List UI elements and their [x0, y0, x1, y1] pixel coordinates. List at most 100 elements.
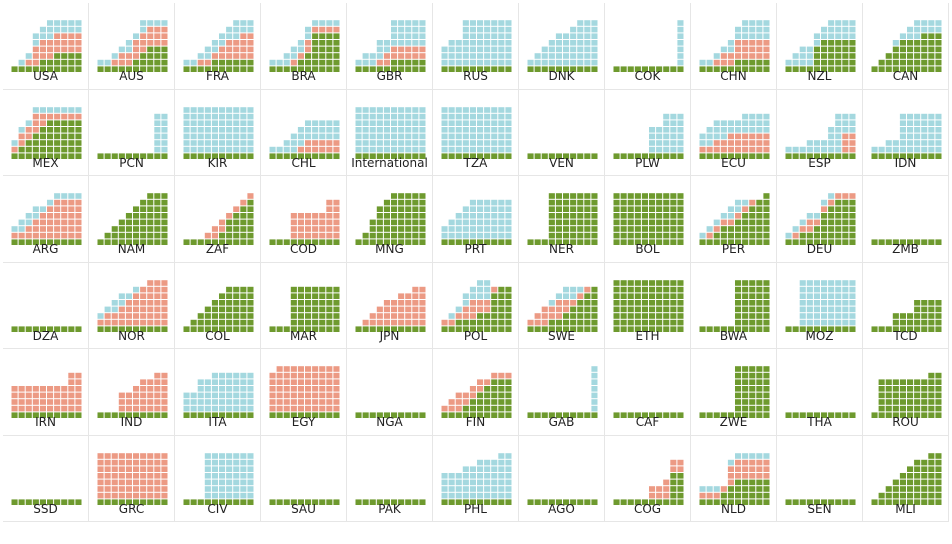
waffle-cell [305, 46, 312, 53]
panel-label: DZA [32, 328, 59, 343]
waffle-cell [921, 492, 928, 498]
waffle-cell [469, 232, 476, 239]
waffle-cell [383, 199, 390, 206]
waffle-cell [720, 213, 727, 219]
waffle-cell [391, 119, 398, 126]
waffle-cell [749, 126, 756, 133]
waffle-cell [649, 279, 656, 286]
waffle-cell [290, 152, 297, 159]
waffle-cell [32, 46, 39, 53]
waffle-cell [763, 193, 770, 199]
waffle-cell [61, 405, 68, 412]
waffle-cell [305, 386, 312, 392]
waffle-cell [663, 146, 670, 152]
waffle-cell [563, 46, 570, 53]
waffle-cell [140, 213, 147, 219]
waffle-cell [161, 372, 168, 379]
waffle-cell [591, 412, 598, 418]
waffle-cell [319, 146, 326, 152]
waffle-cell [233, 485, 240, 492]
waffle-cell [505, 133, 512, 139]
waffle-cell [742, 392, 749, 399]
waffle-cell [899, 119, 906, 126]
waffle-cell [441, 232, 448, 239]
waffle-cell [412, 46, 419, 53]
waffle-cell [147, 193, 154, 199]
waffle-cell [649, 239, 656, 245]
waffle-cell [183, 139, 190, 146]
waffle-cell [591, 26, 598, 33]
waffle-svg [355, 20, 426, 72]
waffle-cell [391, 139, 398, 146]
waffle-cell [369, 106, 376, 113]
waffle-cell [835, 213, 842, 219]
waffle-cell [362, 152, 369, 159]
waffle-cell [147, 199, 154, 206]
panel-label: IDN [894, 155, 917, 170]
waffle-cell [25, 498, 32, 505]
waffle-cell [111, 492, 118, 498]
waffle-cell [541, 412, 548, 418]
waffle-cell [763, 485, 770, 492]
waffle-cell [849, 312, 856, 319]
waffle-cell [584, 53, 591, 59]
waffle-cell [735, 146, 742, 152]
waffle-cell [441, 113, 448, 119]
waffle-cell [161, 239, 168, 245]
waffle-cell [290, 139, 297, 146]
waffle-cell [498, 146, 505, 152]
panel-label: MAR [290, 328, 317, 343]
waffle-cell [333, 199, 340, 206]
waffle-cell [555, 412, 562, 418]
waffle-cell [140, 226, 147, 232]
waffle-cell [247, 106, 254, 113]
waffle-cell [484, 20, 491, 26]
waffle-cell [233, 59, 240, 66]
waffle-cell [835, 40, 842, 46]
waffle-cell [469, 465, 476, 472]
waffle-cell [806, 232, 813, 239]
waffle-cell [849, 20, 856, 26]
waffle-cell [677, 206, 684, 212]
waffle-cell [627, 319, 634, 325]
waffle-cell [154, 279, 161, 286]
waffle-cell [68, 146, 75, 152]
waffle-cell [835, 206, 842, 212]
waffle-cell [835, 193, 842, 199]
waffle-cell [448, 312, 455, 319]
waffle-cell [914, 459, 921, 465]
waffle-cell [792, 146, 799, 152]
waffle-cell [735, 412, 742, 418]
waffle-cell [61, 66, 68, 72]
waffle-cell [104, 66, 111, 72]
waffle-cell [226, 312, 233, 319]
waffle-cell [706, 325, 713, 332]
waffle-cell [211, 232, 218, 239]
waffle-cell [928, 139, 935, 146]
waffle-cell [670, 239, 677, 245]
waffle-cell [892, 66, 899, 72]
panel-label: BRA [291, 69, 316, 83]
waffle-cell [140, 66, 147, 72]
panel-label: PRT [464, 242, 487, 256]
waffle-cell [756, 479, 763, 485]
waffle-cell [118, 412, 125, 418]
waffle-cell [104, 59, 111, 66]
waffle-cell [305, 306, 312, 312]
waffle-cell [469, 213, 476, 219]
waffle-cell [491, 20, 498, 26]
waffle-cell [462, 40, 469, 46]
waffle-cell [233, 152, 240, 159]
waffle-cell [727, 226, 734, 232]
waffle-cell [247, 20, 254, 26]
waffle-cell [663, 325, 670, 332]
waffle-cell [914, 312, 921, 319]
waffle-cell [677, 299, 684, 306]
waffle-cell [333, 325, 340, 332]
waffle-cell [39, 325, 46, 332]
waffle-cell [211, 465, 218, 472]
waffle-cell [154, 306, 161, 312]
waffle-cell [484, 199, 491, 206]
panel-label: FRA [206, 69, 229, 83]
waffle-cell [491, 319, 498, 325]
